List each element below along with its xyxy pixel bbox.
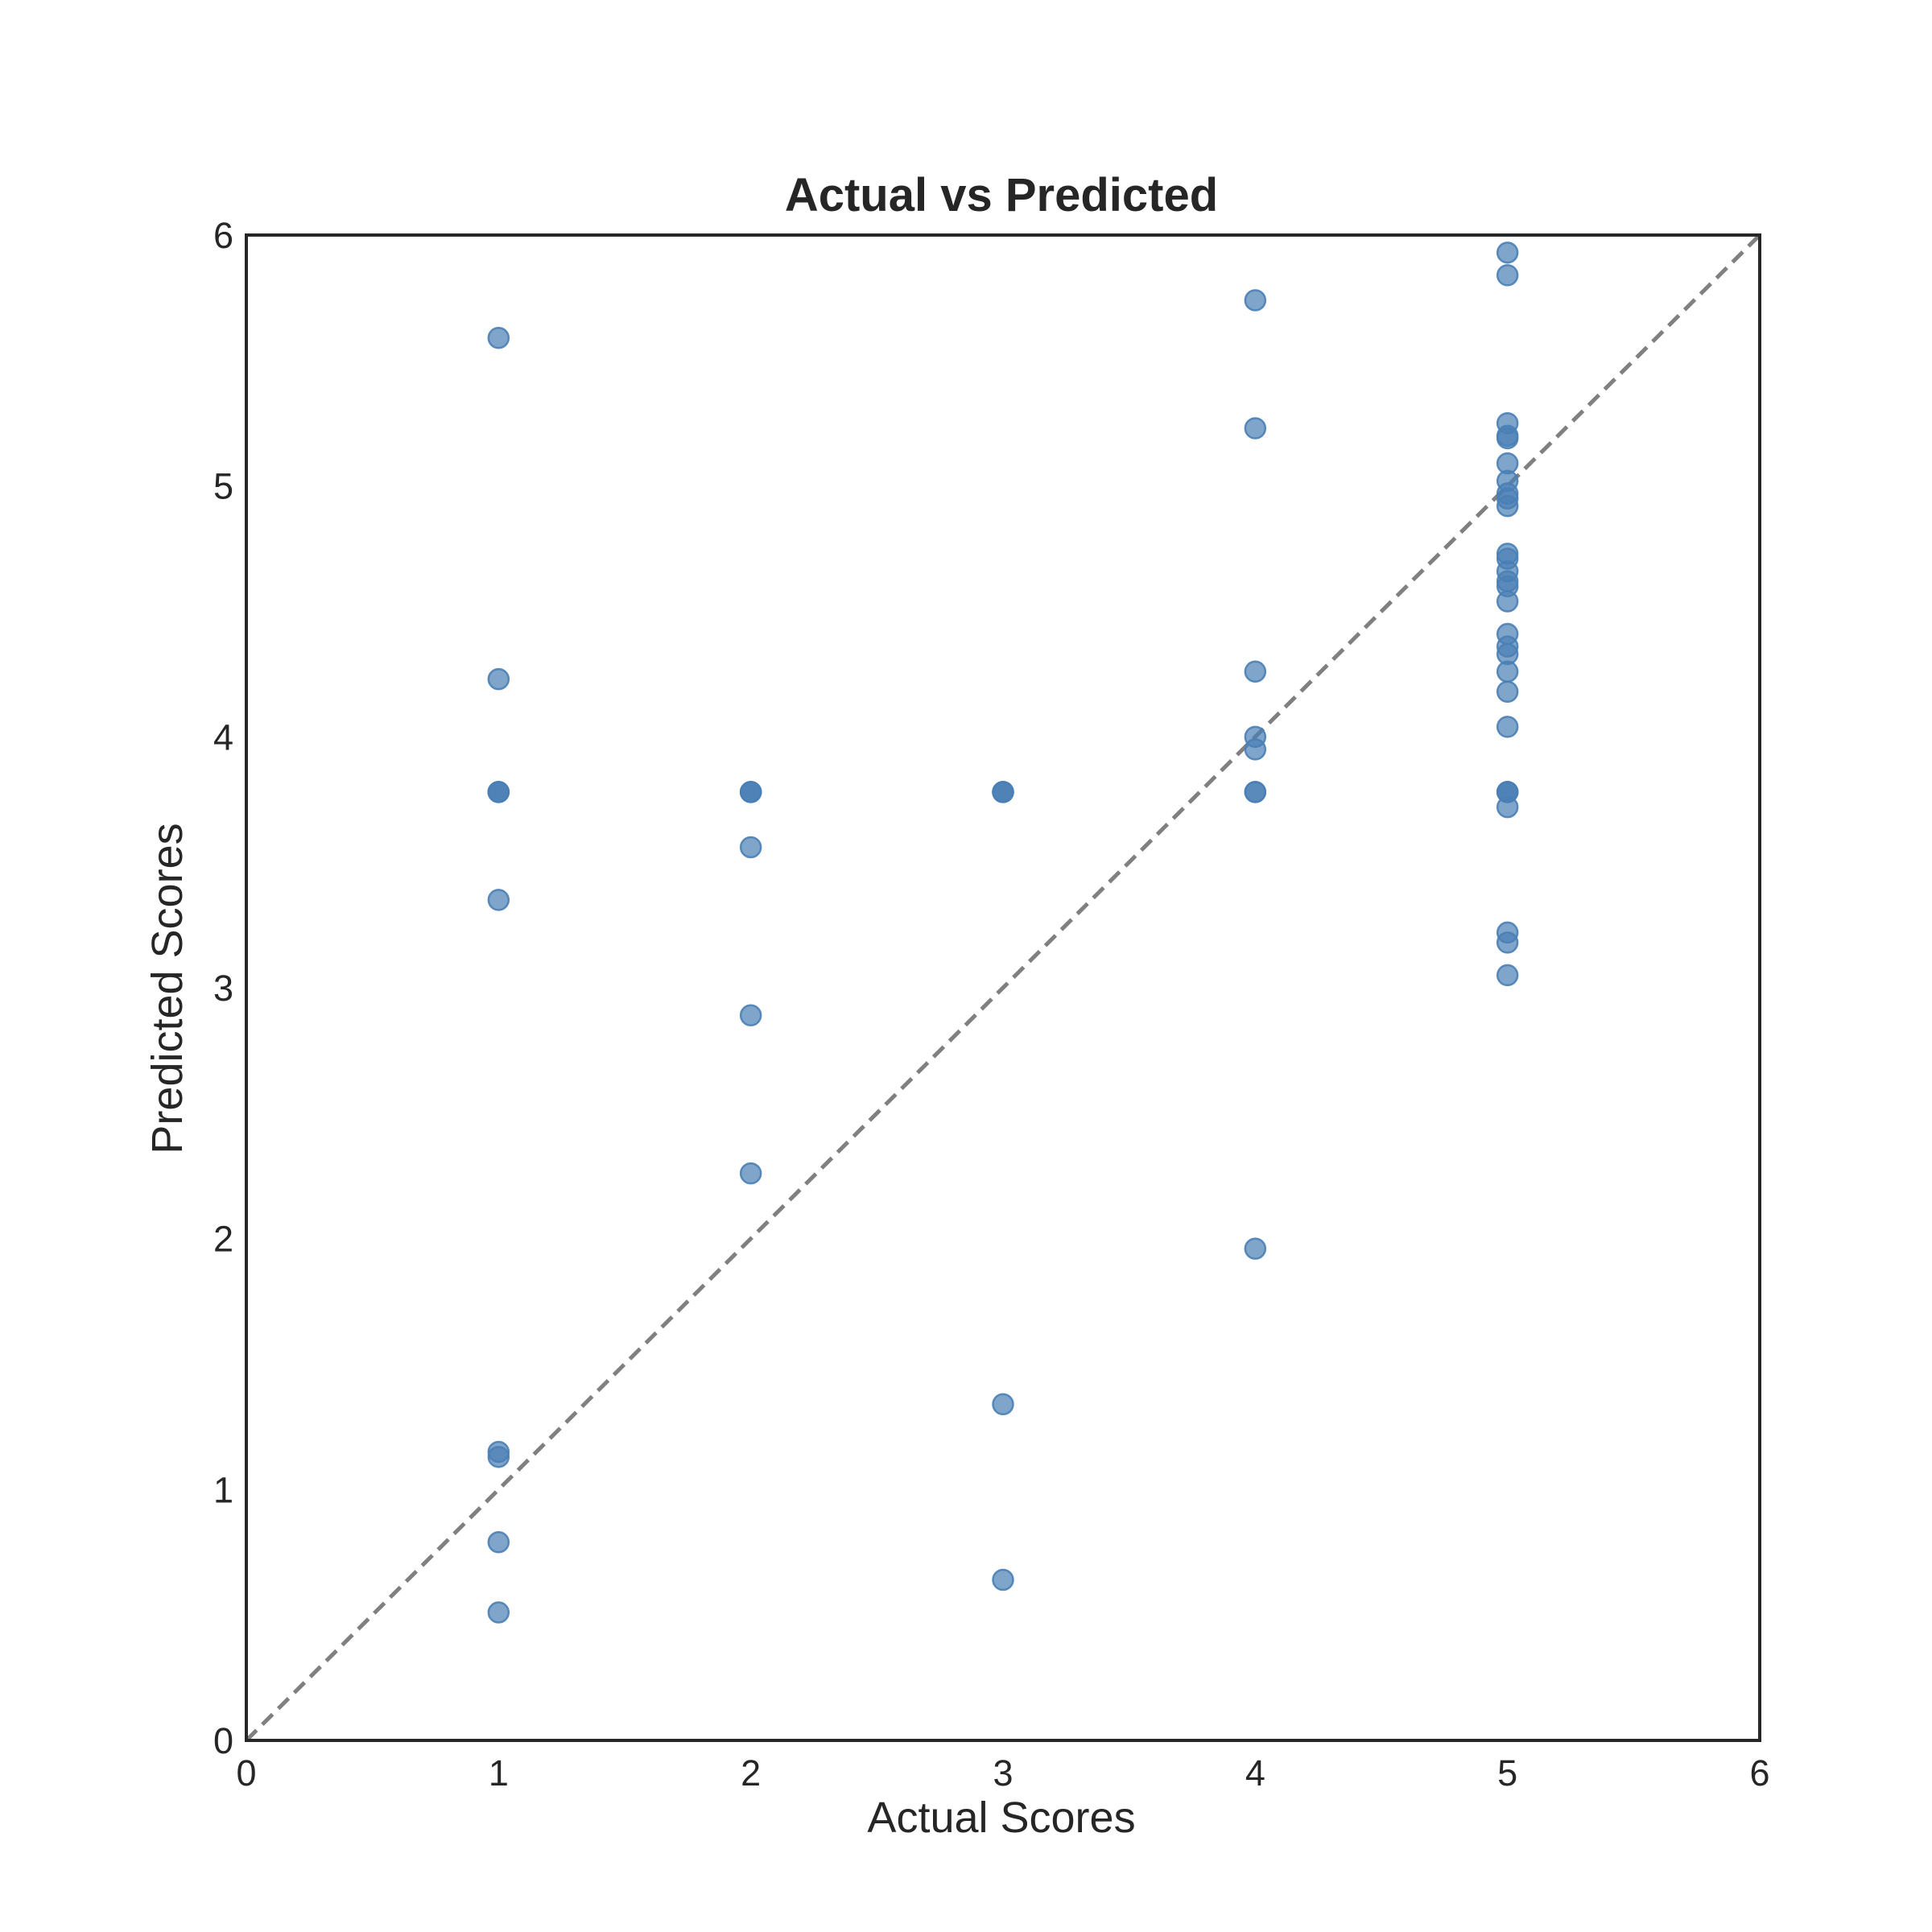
data-point — [739, 1004, 762, 1027]
data-point — [1244, 781, 1267, 803]
data-point — [1496, 590, 1519, 613]
y-axis-ticks: 0 1 2 3 4 5 6 — [213, 215, 233, 1761]
chart-title: Actual vs Predicted — [785, 169, 1218, 221]
y-tick-label: 0 — [213, 1720, 233, 1761]
x-tick-label: 0 — [236, 1752, 256, 1794]
data-point — [992, 781, 1014, 803]
y-tick-label: 5 — [213, 466, 233, 507]
data-point — [739, 836, 762, 859]
data-point — [487, 327, 510, 349]
data-point — [1496, 795, 1519, 819]
y-tick-label: 2 — [213, 1219, 233, 1260]
data-point — [1496, 931, 1519, 954]
data-point — [1244, 660, 1267, 683]
data-point — [1496, 660, 1519, 683]
y-axis-label: Predicted Scores — [143, 823, 192, 1154]
x-tick-label: 2 — [741, 1752, 761, 1794]
data-point — [739, 781, 762, 803]
y-tick-label: 4 — [213, 716, 233, 758]
y-tick-label: 3 — [213, 968, 233, 1009]
data-point — [487, 889, 510, 911]
plot-area — [245, 233, 1761, 1742]
data-point — [1496, 264, 1519, 287]
plot-frame — [245, 233, 1761, 1742]
data-point — [992, 1393, 1014, 1416]
x-tick-label: 5 — [1497, 1752, 1517, 1794]
data-point — [1244, 289, 1267, 312]
data-point — [1244, 1237, 1267, 1260]
data-point — [487, 667, 510, 691]
y-tick-label: 1 — [213, 1469, 233, 1510]
data-point — [992, 1568, 1014, 1591]
data-point — [1244, 417, 1267, 440]
data-point — [739, 1162, 762, 1185]
x-tick-label: 1 — [489, 1752, 509, 1794]
x-axis-label: Actual Scores — [867, 1794, 1135, 1842]
x-tick-label: 4 — [1245, 1752, 1265, 1794]
data-point — [487, 1531, 510, 1554]
data-point — [1496, 427, 1519, 450]
x-tick-label: 6 — [1749, 1752, 1769, 1794]
data-point — [1244, 738, 1267, 761]
data-point — [487, 1601, 510, 1624]
data-point — [487, 781, 510, 803]
x-axis-ticks: 0 1 2 3 4 5 6 — [236, 1752, 1769, 1794]
data-point — [487, 1446, 510, 1468]
x-tick-label: 3 — [993, 1752, 1013, 1794]
data-point — [1496, 242, 1519, 264]
identity-reference-line — [245, 233, 1761, 1742]
data-point — [1496, 680, 1519, 703]
y-tick-label: 6 — [213, 215, 233, 256]
data-point — [1496, 716, 1519, 738]
data-point — [1496, 964, 1519, 987]
data-point — [1496, 494, 1519, 518]
